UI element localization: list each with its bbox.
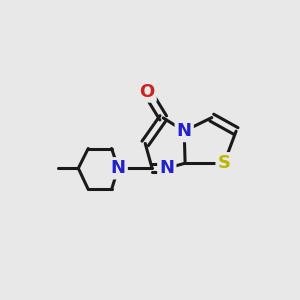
Text: N: N: [159, 159, 174, 177]
Text: N: N: [177, 122, 192, 140]
Text: S: S: [218, 154, 231, 172]
Text: N: N: [111, 159, 126, 177]
Text: O: O: [140, 82, 154, 100]
